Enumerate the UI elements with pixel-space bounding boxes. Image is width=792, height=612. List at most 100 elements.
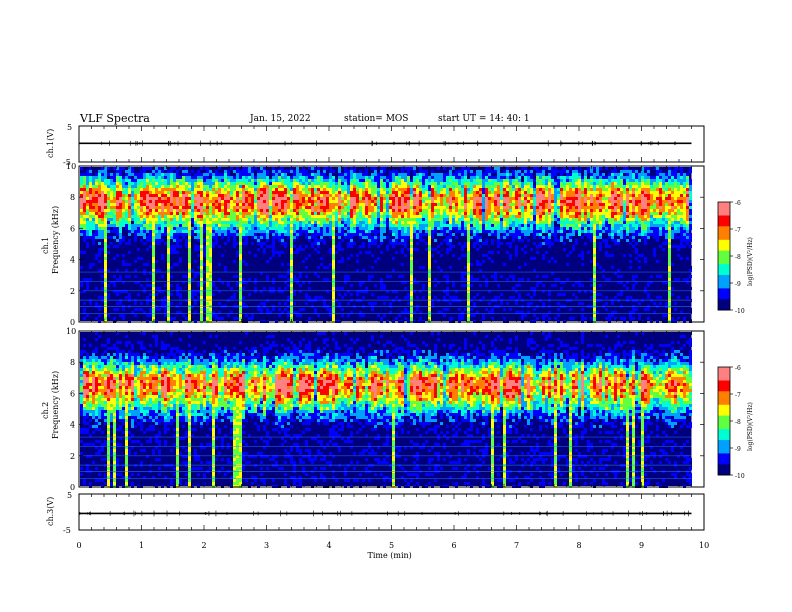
- ch1-spectrogram-cell: [320, 215, 323, 218]
- ch1-spectrogram-cell: [86, 182, 89, 185]
- ch1-spectrogram-cell: [314, 224, 317, 227]
- ch1-spectrogram-cell: [368, 200, 371, 203]
- ch1-spectrogram-cell: [485, 233, 488, 236]
- ch1-spectrogram-cell: [323, 203, 326, 206]
- ch1-spectrogram-cell: [332, 302, 335, 305]
- ch1-spectrogram-cell: [101, 206, 104, 209]
- ch1-spectrogram-cell: [158, 209, 161, 212]
- ch1-spectrogram-cell: [263, 176, 266, 179]
- ch1-spectrogram-cell: [389, 311, 392, 314]
- ch1-spectrogram-cell: [101, 290, 104, 293]
- ch1-spectrogram-cell: [200, 236, 203, 239]
- ch1-spectrogram-cell: [413, 281, 416, 284]
- ch1-spectrogram-cell: [341, 230, 344, 233]
- ch1-spectrogram-cell: [299, 290, 302, 293]
- ch1-spectrogram-cell: [395, 173, 398, 176]
- ch1-spectrogram-cell: [335, 197, 338, 200]
- ch1-spectrogram-cell: [287, 227, 290, 230]
- ch1-spectrogram-cell: [284, 308, 287, 311]
- ch1-spectrogram-cell: [416, 218, 419, 221]
- ch1-spectrogram-cell: [467, 290, 470, 293]
- ch1-spectrogram-cell: [461, 206, 464, 209]
- ch1-spectrogram-cell: [92, 242, 95, 245]
- ch1-spectrogram-cell: [266, 176, 269, 179]
- ch1-spectrogram-cell: [476, 311, 479, 314]
- ch1-spectrogram-cell: [488, 215, 491, 218]
- ch1-spectrogram-cell: [494, 212, 497, 215]
- ch1-spectrogram-cell: [299, 212, 302, 215]
- ch1-spectrogram-cell: [197, 206, 200, 209]
- ch1-spectrogram-cell: [344, 188, 347, 191]
- ch1-spectrogram-cell: [458, 230, 461, 233]
- ch1-spectrogram-cell: [194, 248, 197, 251]
- ch1-spectrogram-cell: [152, 278, 155, 281]
- ch1-spectrogram-cell: [350, 242, 353, 245]
- ch1-spectrogram-cell: [446, 248, 449, 251]
- ch1-spectrogram-cell: [500, 293, 503, 296]
- ch1-spectrogram-cell: [176, 263, 179, 266]
- ch1-spectrogram-cell: [308, 233, 311, 236]
- ch1-spectrogram-cell: [224, 233, 227, 236]
- ch1-spectrogram-cell: [404, 233, 407, 236]
- ch1-spectrogram-cell: [338, 287, 341, 290]
- ch1-spectrogram-cell: [329, 191, 332, 194]
- ch1-spectrogram-cell: [314, 191, 317, 194]
- ch1-spectrogram-cell: [152, 266, 155, 269]
- ch1-spectrogram-cell: [176, 239, 179, 242]
- ch1-spectrogram-cell: [134, 197, 137, 200]
- ch1-spectrogram-cell: [320, 179, 323, 182]
- ch1-spectrogram-cell: [197, 209, 200, 212]
- ch1-spectrogram-cell: [239, 275, 242, 278]
- ch1-spectrogram-cell: [350, 176, 353, 179]
- ch1-spectrogram-cell: [137, 209, 140, 212]
- ch1-spectrogram-cell: [251, 176, 254, 179]
- ch1-spectrogram-cell: [326, 245, 329, 248]
- ch1-spectrogram-cell: [134, 206, 137, 209]
- ch1-spectrogram-cell: [200, 281, 203, 284]
- ch1-spectrogram-cell: [236, 197, 239, 200]
- ch1-spectrogram-cell: [146, 197, 149, 200]
- ch1-spectrogram-cell: [284, 203, 287, 206]
- ch1-spectrogram-cell: [161, 188, 164, 191]
- ch1-spectrogram-cell: [374, 185, 377, 188]
- ch1-spectrogram-cell: [428, 167, 431, 170]
- ch1-spectrogram-cell: [104, 191, 107, 194]
- ch1-spectrogram-cell: [194, 317, 197, 320]
- ch1-spectrogram-cell: [365, 203, 368, 206]
- ch1-spectrogram-cell: [380, 230, 383, 233]
- ch1-spectrogram-cell: [299, 302, 302, 305]
- ch1-spectrogram-cell: [188, 272, 191, 275]
- ch1-spectrogram-cell: [344, 212, 347, 215]
- ch1-spectrogram-cell: [470, 191, 473, 194]
- ch1-spectrogram-cell: [278, 290, 281, 293]
- ch1-spectrogram-cell: [437, 173, 440, 176]
- ch1-spectrogram-cell: [221, 203, 224, 206]
- ch1-spectrogram-cell: [479, 269, 482, 272]
- ch1-spectrogram-cell: [431, 245, 434, 248]
- ch1-spectrogram-cell: [356, 293, 359, 296]
- ch1-spectrogram-cell: [215, 185, 218, 188]
- ch1-spectrogram-cell: [110, 236, 113, 239]
- ch1-spectrogram-cell: [293, 239, 296, 242]
- ch1-spectrogram-cell: [86, 218, 89, 221]
- ch1-spectrogram-cell: [401, 233, 404, 236]
- ch1-spectrogram-cell: [446, 185, 449, 188]
- ch1-spectrogram-cell: [128, 224, 131, 227]
- ch1-spectrogram-cell: [158, 182, 161, 185]
- ch1-spectrogram-cell: [428, 284, 431, 287]
- ch1-spectrogram-cell: [197, 245, 200, 248]
- ch1-spectrogram-cell: [197, 191, 200, 194]
- ch1-spectrogram-cell: [395, 224, 398, 227]
- ch1-spectrogram-cell: [389, 194, 392, 197]
- ch1-spectrogram-cell: [89, 296, 92, 299]
- ch1-spectrogram-cell: [278, 200, 281, 203]
- ch1-spectrogram-cell: [140, 221, 143, 224]
- ch1-spectrogram-cell: [92, 221, 95, 224]
- ch1-spectrogram-cell: [311, 221, 314, 224]
- ch1-spectrogram-cell: [95, 221, 98, 224]
- ch1-spectrogram-cell: [371, 188, 374, 191]
- ch1-spectrogram-cell: [227, 224, 230, 227]
- ch1-spectrogram-cell: [101, 200, 104, 203]
- ch1-spectrogram-cell: [479, 209, 482, 212]
- ch1-spectrogram-cell: [80, 290, 83, 293]
